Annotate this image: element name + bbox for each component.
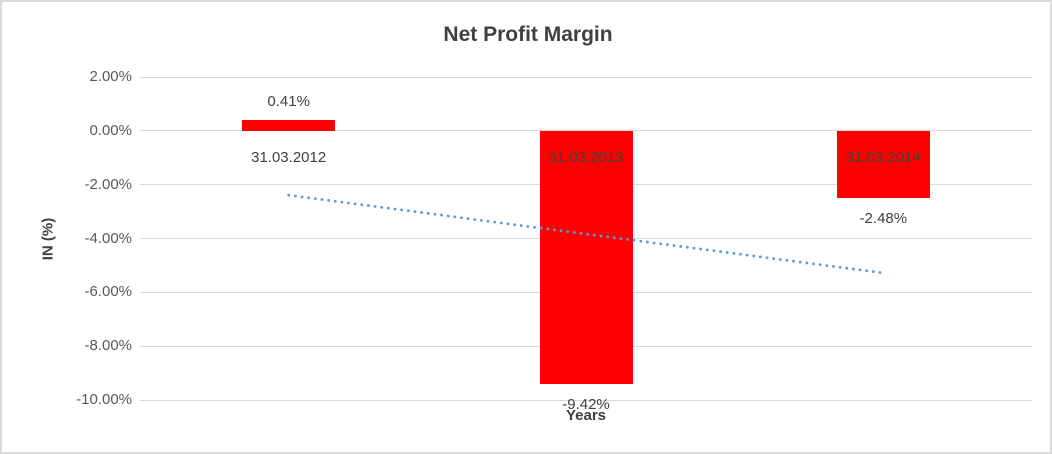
gridline bbox=[140, 399, 1032, 401]
bar-31.03.2014[interactable] bbox=[836, 130, 930, 198]
bar-31.03.2012[interactable] bbox=[242, 119, 336, 131]
data-label: -9.42% bbox=[562, 396, 610, 414]
y-axis-tick-label: -4.00% bbox=[84, 229, 132, 247]
y-axis-tick-label: -6.00% bbox=[84, 283, 132, 301]
y-axis-tick-label: 0.00% bbox=[89, 121, 132, 139]
y-axis-tick-label: -8.00% bbox=[84, 337, 132, 355]
y-axis-tick-label: -10.00% bbox=[76, 391, 132, 408]
y-axis-tick-label: -2.00% bbox=[84, 175, 132, 193]
data-label: 0.41% bbox=[267, 92, 310, 110]
bar-31.03.2013[interactable] bbox=[539, 130, 633, 385]
category-label: 31.03.2013 bbox=[548, 148, 624, 166]
y-axis-tick-label: 2.00% bbox=[89, 68, 132, 85]
y-axis-title: IN (%) bbox=[39, 217, 57, 261]
data-label: -2.48% bbox=[859, 209, 908, 227]
gridline bbox=[140, 76, 1032, 78]
x-axis-title: Years bbox=[565, 407, 607, 424]
chart-title: Net Profit Margin bbox=[443, 23, 613, 46]
category-label: 31.03.2014 bbox=[845, 148, 921, 166]
category-label: 31.03.2012 bbox=[251, 148, 327, 166]
